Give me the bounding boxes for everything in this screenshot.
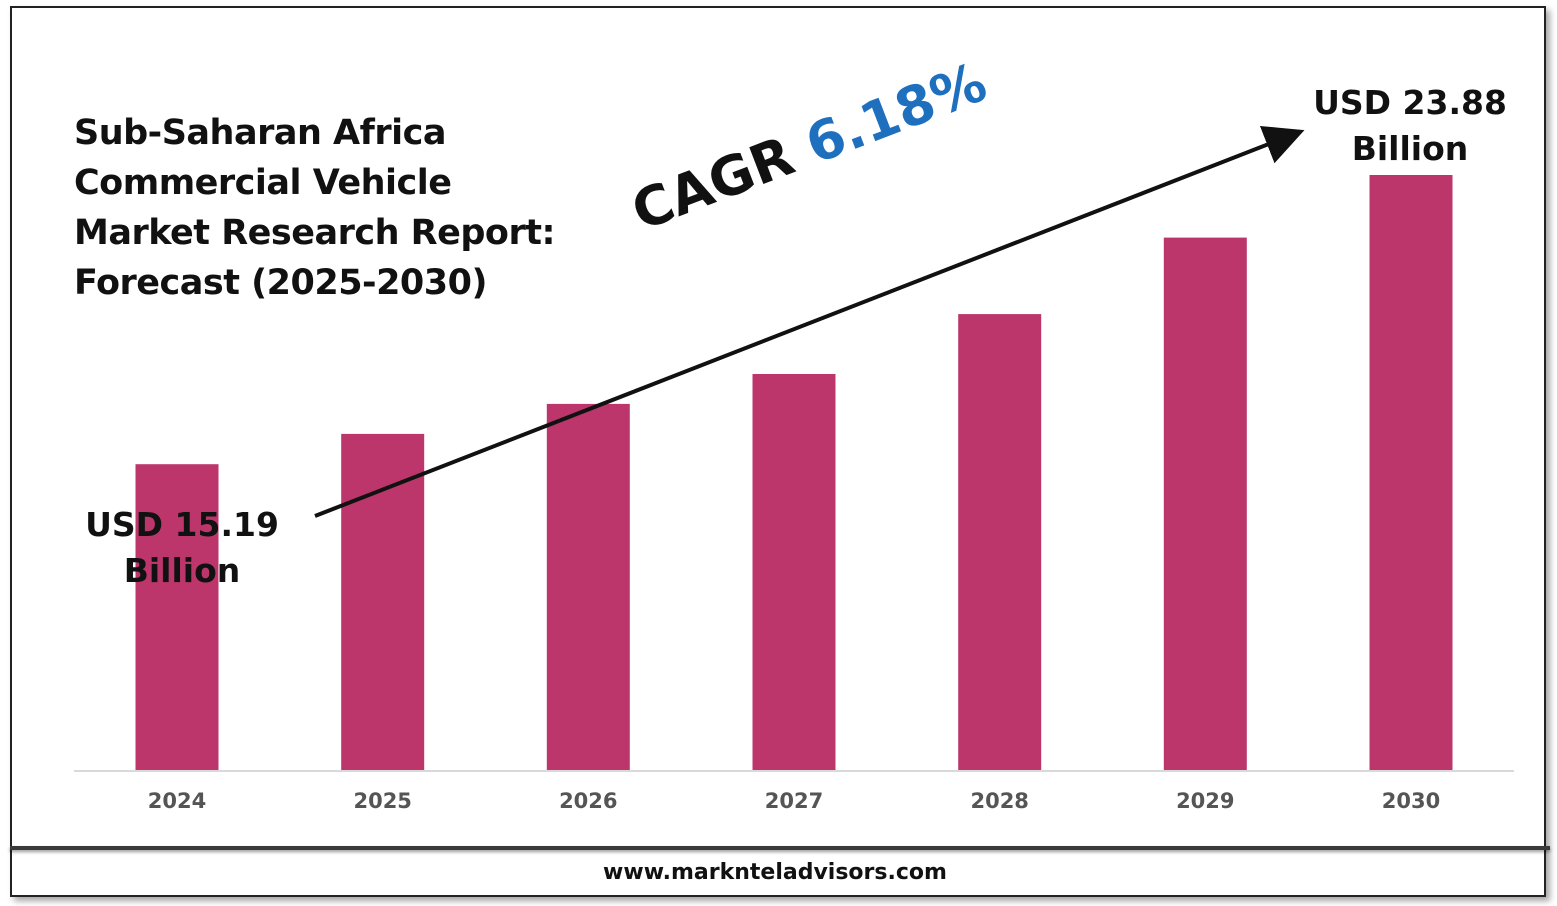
bar-2026 [546, 403, 630, 770]
bar-2029 [1163, 237, 1247, 771]
title-line-2: Commercial Vehicle [74, 163, 452, 203]
title-line-1: Sub-Saharan Africa [74, 113, 446, 153]
x-tick-label-2030: 2030 [1382, 789, 1440, 813]
start-value-unit: Billion [123, 551, 241, 590]
x-tick-label-2027: 2027 [765, 789, 823, 813]
x-tick-label-2024: 2024 [148, 789, 206, 813]
end-value-unit: Billion [1351, 129, 1469, 168]
chart-title: Sub-Saharan Africa Commercial Vehicle Ma… [74, 108, 634, 308]
end-value-label: USD 23.88 Billion [1300, 80, 1520, 172]
bars-layer [135, 175, 1453, 771]
bar-2027 [752, 374, 836, 770]
bar-2024 [135, 464, 219, 770]
x-tick-label-2025: 2025 [353, 789, 411, 813]
x-tick-label-2028: 2028 [970, 789, 1028, 813]
end-value-amount: USD 23.88 [1313, 83, 1507, 122]
footer-website: www.marknteladvisors.com [603, 860, 947, 885]
title-line-4: Forecast (2025-2030) [74, 263, 488, 303]
start-value-amount: USD 15.19 [85, 505, 279, 544]
bar-2028 [958, 314, 1042, 770]
growth-arrow [314, 125, 1305, 518]
tick-labels-layer: 2024 2025 2026 2027 2028 2029 2030 [148, 789, 1440, 813]
bar-2025 [341, 433, 425, 770]
title-line-3: Market Research Report: [74, 213, 555, 253]
x-tick-label-2029: 2029 [1176, 789, 1234, 813]
start-value-label: USD 15.19 Billion [60, 502, 304, 594]
footer-divider [10, 846, 1550, 850]
bar-2030 [1369, 175, 1453, 770]
x-tick-label-2026: 2026 [559, 789, 617, 813]
